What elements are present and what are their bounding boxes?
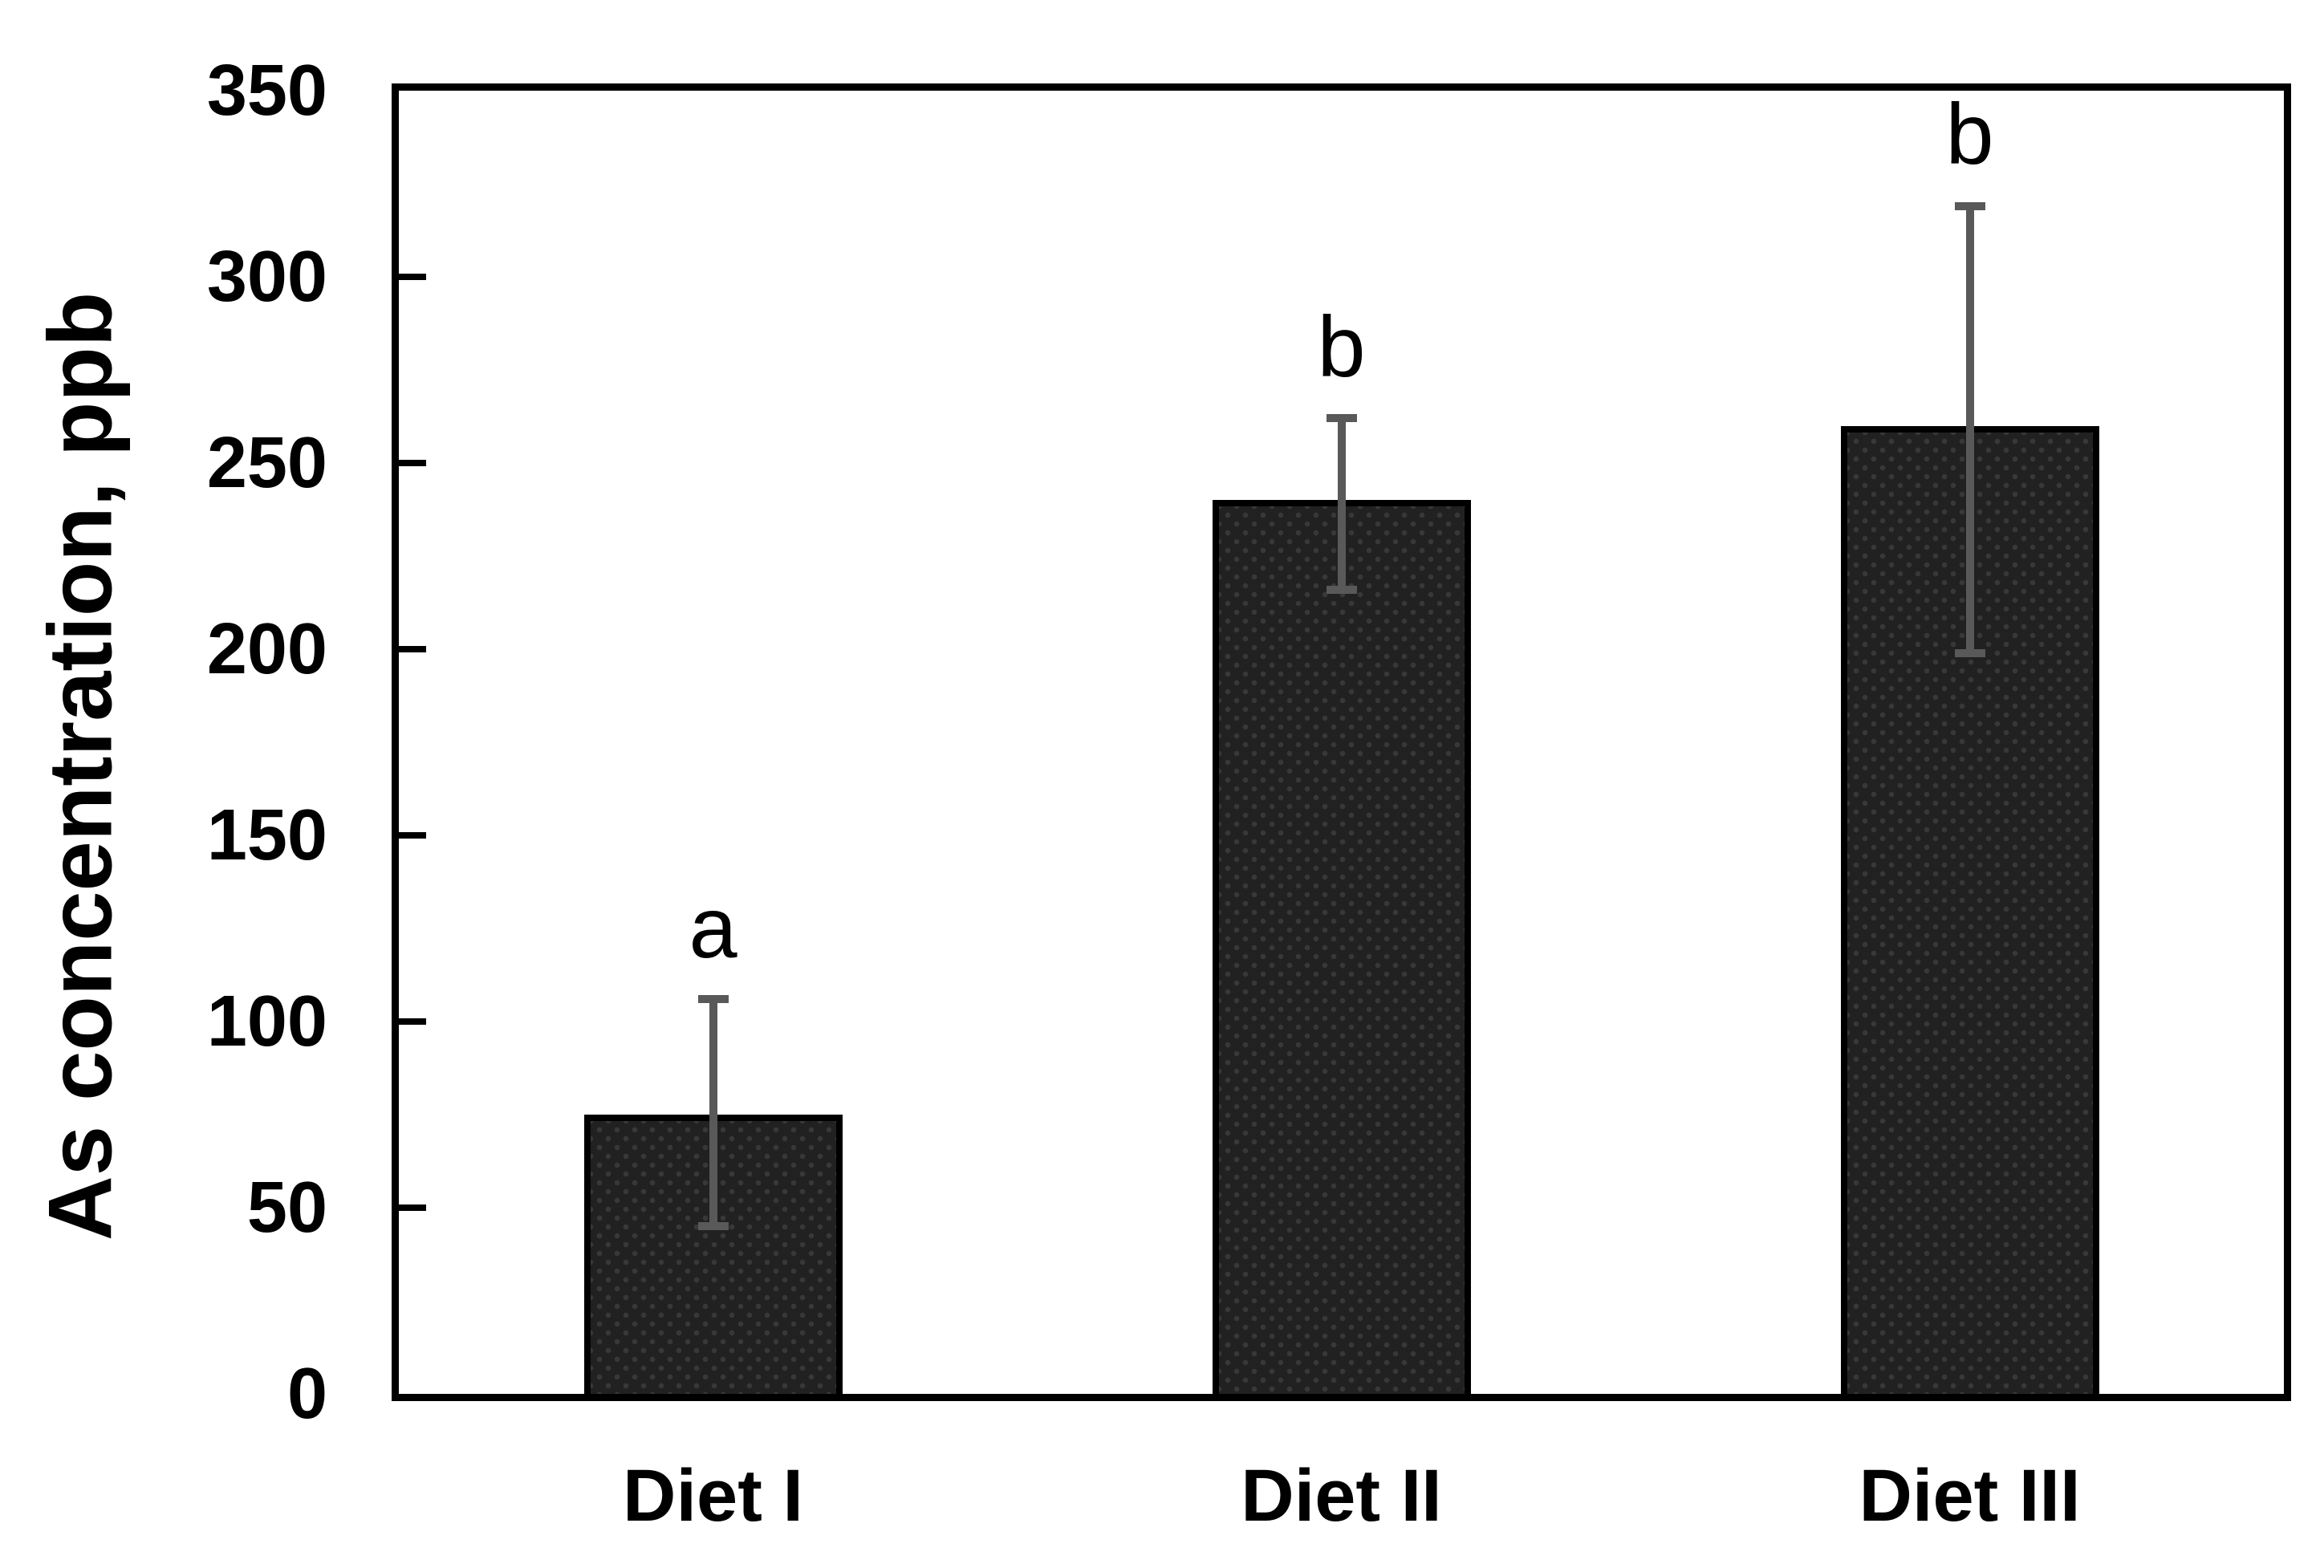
y-axis-tick <box>399 832 426 839</box>
error-bar-line <box>709 999 717 1227</box>
y-tick-label: 250 <box>206 423 327 503</box>
error-bar-cap-top <box>1326 414 1357 423</box>
error-bar-cap-bottom <box>1954 648 1985 657</box>
y-axis-tick <box>399 1018 426 1025</box>
y-tick-label: 350 <box>206 51 327 131</box>
significance-letter: a <box>689 878 737 976</box>
y-tick-label: 300 <box>206 237 327 317</box>
y-axis-tick <box>399 460 426 466</box>
y-axis-tick <box>399 1204 426 1211</box>
error-bar-cap-top <box>1954 201 1985 210</box>
y-tick-label: 150 <box>206 795 327 875</box>
plot-area <box>392 83 2291 1401</box>
error-bar-cap-bottom <box>1326 585 1357 594</box>
error-bar-cap-top <box>697 995 729 1004</box>
significance-letter: b <box>1317 297 1366 395</box>
y-tick-label: 0 <box>286 1354 327 1434</box>
y-tick-label: 100 <box>206 981 327 1062</box>
x-category-label: Diet II <box>1241 1455 1442 1537</box>
bar <box>1212 500 1471 1394</box>
y-tick-label: 200 <box>206 609 327 689</box>
y-axis-tick <box>399 646 426 652</box>
x-category-label: Diet I <box>623 1455 803 1537</box>
y-tick-label: 50 <box>246 1168 327 1248</box>
error-bar-line <box>1965 205 1974 653</box>
error-bar-line <box>1337 418 1346 590</box>
significance-letter: b <box>1945 85 1994 183</box>
error-bar-cap-bottom <box>697 1222 729 1231</box>
y-axis-tick <box>399 274 426 280</box>
x-category-label: Diet III <box>1859 1455 2081 1537</box>
